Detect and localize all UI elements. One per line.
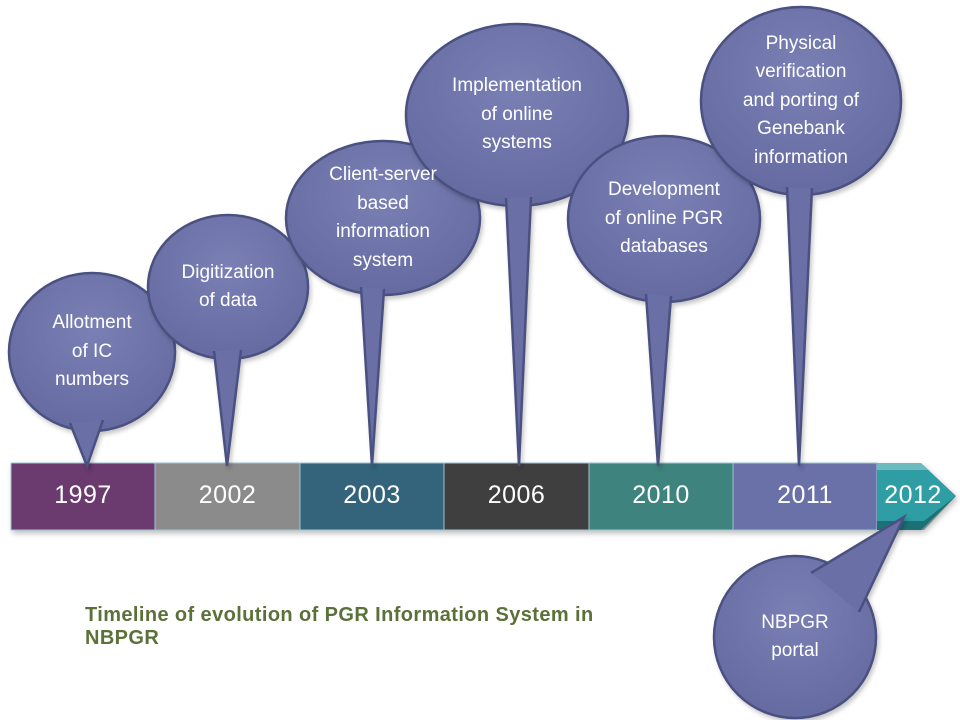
- balloon-2-tail: [212, 349, 243, 467]
- balloon-allotment-ic-numbers: [7, 271, 177, 470]
- balloon-5-tail: [644, 293, 673, 467]
- bar-segment-2002: [154, 462, 301, 531]
- balloon-1-tail: [68, 419, 105, 470]
- timeline-bar: [10, 462, 956, 531]
- balloon-online-pgr-databases: [566, 134, 762, 467]
- balloon-7-tail: [810, 513, 907, 613]
- balloon-online-systems: [404, 22, 630, 467]
- bar-segment-1997: [10, 462, 156, 531]
- bar-segment-2006: [443, 462, 590, 531]
- balloon-2-body: [146, 213, 310, 361]
- balloon-6-tail: [785, 186, 814, 467]
- slide-caption: Timeline of evolution of PGR Information…: [85, 604, 594, 649]
- balloon-6-body: [699, 5, 903, 197]
- balloon-7-body: [712, 554, 878, 720]
- bar-segment-2010: [588, 462, 734, 531]
- balloon-digitization-of-data: [146, 213, 310, 467]
- bar-segment-2003: [299, 462, 445, 531]
- bar-arrow-2012-highlight: [877, 463, 928, 470]
- balloon-3-tail: [359, 286, 386, 467]
- balloon-client-server-system: [284, 139, 482, 467]
- balloon-nbpgr-portal: [712, 513, 907, 720]
- bar-segment-2011: [732, 462, 878, 531]
- balloon-4-tail: [504, 196, 533, 467]
- bar-arrow-2012: [877, 463, 956, 530]
- balloon-genebank-information: [699, 5, 903, 467]
